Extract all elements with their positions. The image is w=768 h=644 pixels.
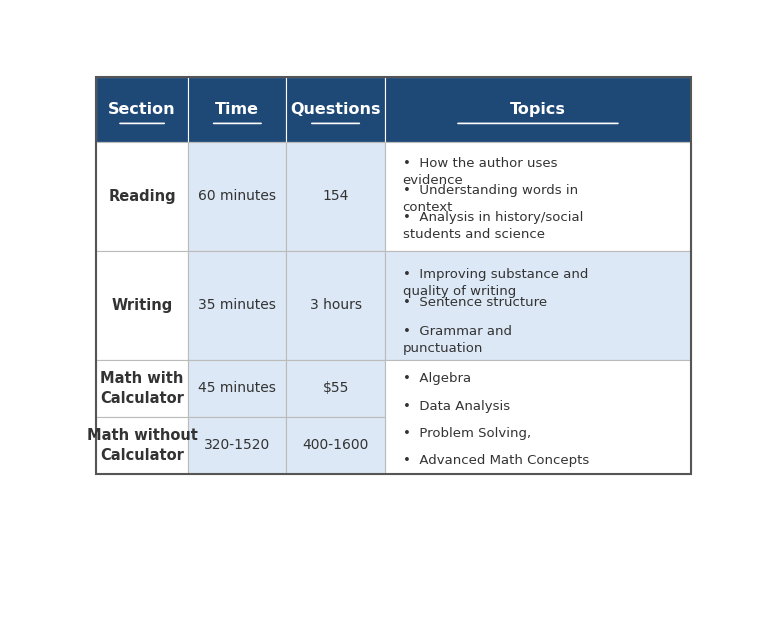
Text: 35 minutes: 35 minutes xyxy=(198,298,276,312)
Bar xyxy=(96,251,188,360)
Text: 320-1520: 320-1520 xyxy=(204,439,270,453)
Bar xyxy=(286,142,385,251)
Text: •  Advanced Math Concepts: • Advanced Math Concepts xyxy=(402,454,589,467)
Bar xyxy=(385,142,691,251)
Text: •  Grammar and
punctuation: • Grammar and punctuation xyxy=(402,325,511,355)
Text: 60 minutes: 60 minutes xyxy=(198,189,276,204)
Text: •  Algebra: • Algebra xyxy=(402,372,471,385)
Text: Writing: Writing xyxy=(111,298,173,313)
Text: 154: 154 xyxy=(323,189,349,204)
Text: Questions: Questions xyxy=(290,102,381,117)
Bar xyxy=(188,77,286,142)
Bar xyxy=(96,417,188,474)
Text: •  Problem Solving,: • Problem Solving, xyxy=(402,427,531,440)
Text: Topics: Topics xyxy=(510,102,566,117)
Bar xyxy=(188,251,286,360)
Bar xyxy=(188,360,286,417)
Text: 400-1600: 400-1600 xyxy=(303,439,369,453)
Text: •  Analysis in history/social
students and science: • Analysis in history/social students an… xyxy=(402,211,583,241)
Text: •  Improving substance and
quality of writing: • Improving substance and quality of wri… xyxy=(402,268,588,298)
Text: Section: Section xyxy=(108,102,176,117)
Text: Math with
Calculator: Math with Calculator xyxy=(100,371,184,406)
Bar xyxy=(188,142,286,251)
Text: •  How the author uses
evidence: • How the author uses evidence xyxy=(402,156,557,187)
Bar xyxy=(96,77,188,142)
Bar xyxy=(385,360,691,474)
Bar xyxy=(385,77,691,142)
Text: •  Sentence structure: • Sentence structure xyxy=(402,296,547,310)
Bar xyxy=(96,142,188,251)
Bar xyxy=(286,417,385,474)
Text: 3 hours: 3 hours xyxy=(310,298,362,312)
Text: •  Data Analysis: • Data Analysis xyxy=(402,399,510,413)
Bar xyxy=(96,360,188,417)
Text: Math without
Calculator: Math without Calculator xyxy=(87,428,197,463)
Bar xyxy=(385,251,691,360)
Bar xyxy=(96,77,691,474)
Text: $55: $55 xyxy=(323,381,349,395)
Bar xyxy=(286,360,385,417)
Text: •  Understanding words in
context: • Understanding words in context xyxy=(402,184,578,214)
Bar xyxy=(286,251,385,360)
Text: Time: Time xyxy=(215,102,260,117)
Text: Reading: Reading xyxy=(108,189,176,204)
Bar xyxy=(286,77,385,142)
Text: 45 minutes: 45 minutes xyxy=(198,381,276,395)
Bar xyxy=(188,417,286,474)
